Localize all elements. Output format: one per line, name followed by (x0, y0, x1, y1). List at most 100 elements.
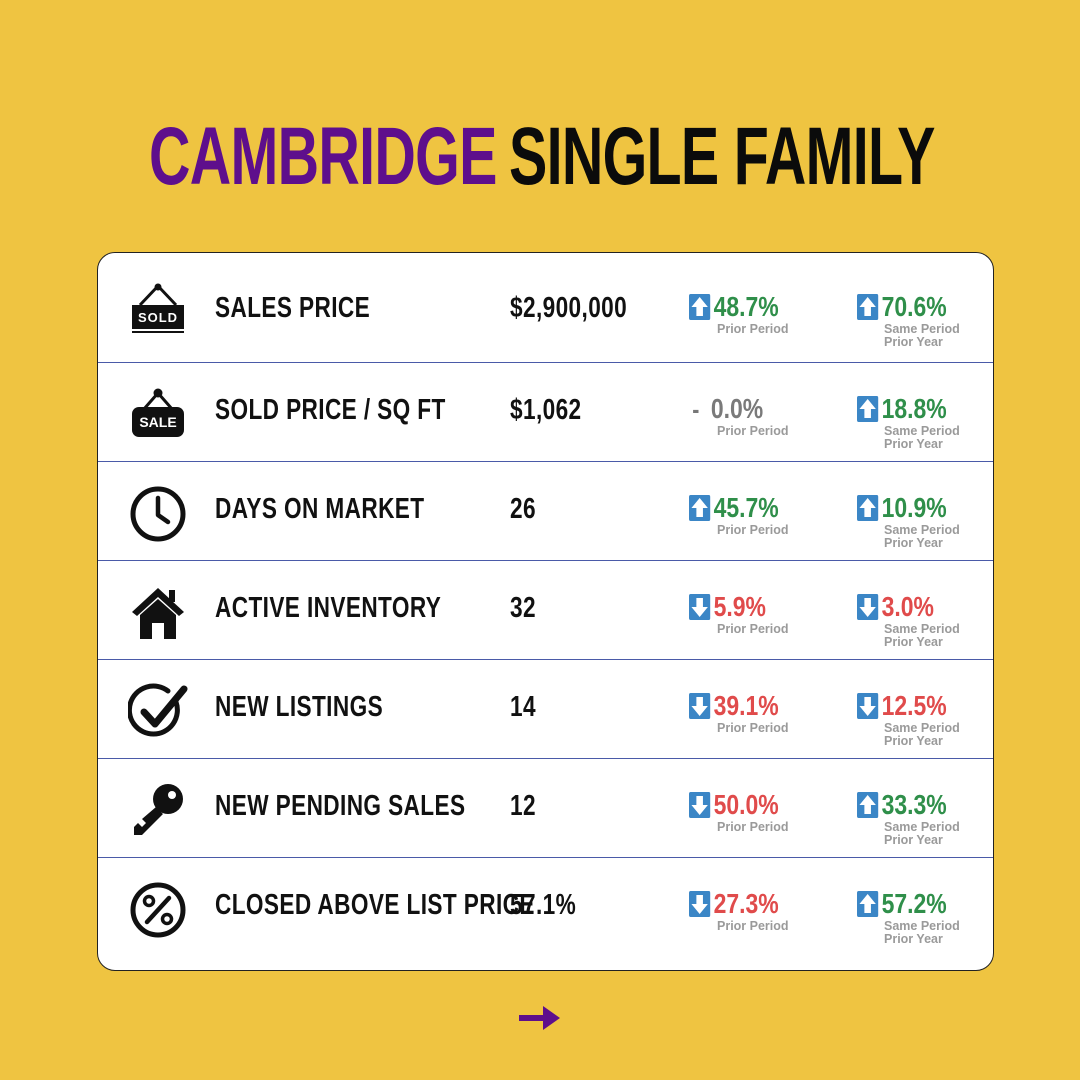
comparison-caption: Prior Period (717, 424, 789, 438)
percent-value: 5.9% (713, 591, 766, 622)
percent-change: 39.1% (689, 690, 779, 722)
arrow-up-icon (857, 891, 879, 917)
svg-text:SALE: SALE (139, 414, 176, 430)
prior-period-change: -0.0% Prior Period (689, 393, 789, 438)
prior-year-change: 10.9% Same Period Prior Year (857, 492, 966, 550)
arrow-up-icon (857, 294, 879, 320)
prior-period-change: 5.9% Prior Period (689, 591, 789, 636)
no-change-dash: - (692, 393, 700, 424)
title-city: CAMBRIDGE (148, 111, 497, 202)
prior-year-change: 12.5% Same Period Prior Year (857, 690, 966, 748)
metric-value: 12 (510, 790, 536, 822)
percent-circle-icon (128, 880, 188, 940)
percent-change: -0.0% (689, 393, 771, 425)
comparison-caption: Prior Period (717, 622, 789, 636)
prior-year-change: 57.2% Same Period Prior Year (857, 888, 966, 946)
page-title: CAMBRIDGE SINGLE FAMILY (0, 112, 1080, 202)
comparison-caption: Same Period (884, 322, 960, 336)
arrow-down-icon (689, 891, 711, 917)
percent-value: 39.1% (713, 690, 779, 721)
key-icon (128, 781, 188, 841)
percent-value: 3.0% (881, 591, 934, 622)
percent-change: 45.7% (689, 492, 779, 524)
metric-label: NEW PENDING SALES (215, 790, 466, 822)
arrow-down-icon (857, 594, 879, 620)
metric-value: $2,900,000 (510, 292, 628, 324)
percent-value: 12.5% (881, 690, 947, 721)
prior-year-change: 33.3% Same Period Prior Year (857, 789, 966, 847)
arrow-up-icon (857, 792, 879, 818)
metric-label: SALES PRICE (215, 292, 371, 324)
prior-year-change: 18.8% Same Period Prior Year (857, 393, 966, 451)
prior-period-change: 45.7% Prior Period (689, 492, 798, 537)
comparison-caption: Same Period (884, 523, 960, 537)
percent-value: 57.2% (881, 888, 947, 919)
stat-row: NEW PENDING SALES 12 50.0% Prior Period 33.3… (98, 759, 993, 858)
percent-change: 33.3% (857, 789, 947, 821)
checkmark-circle-icon (128, 682, 188, 742)
metric-value: 57.1% (510, 889, 577, 921)
prior-period-change: 48.7% Prior Period (689, 291, 798, 336)
prior-year-change: 3.0% Same Period Prior Year (857, 591, 960, 649)
comparison-caption: Same Period (884, 424, 960, 438)
stat-row: ACTIVE INVENTORY 32 5.9% Prior Period 3.0% Sa… (98, 561, 993, 660)
percent-change: 57.2% (857, 888, 947, 920)
metric-label: ACTIVE INVENTORY (215, 592, 442, 624)
metric-label: CLOSED ABOVE LIST PRICE (215, 889, 535, 921)
arrow-up-icon (689, 495, 711, 521)
comparison-caption: Prior Period (717, 721, 789, 735)
arrow-up-icon (857, 495, 879, 521)
arrow-down-icon (689, 792, 711, 818)
next-arrow-icon[interactable] (519, 1004, 561, 1032)
clock-icon (128, 484, 188, 544)
arrow-down-icon (689, 594, 711, 620)
comparison-caption: Prior Period (717, 322, 789, 336)
stat-row: CLOSED ABOVE LIST PRICE 57.1% 27.3% Prior P… (98, 858, 993, 970)
comparison-caption: Prior Year (884, 833, 943, 847)
comparison-caption: Prior Year (884, 932, 943, 946)
stat-row: DAYS ON MARKET 26 45.7% Prior Period 10.9% Sa… (98, 462, 993, 561)
percent-change: 3.0% (857, 591, 941, 623)
arrow-down-icon (857, 693, 879, 719)
metric-value: 14 (510, 691, 536, 723)
prior-period-change: 50.0% Prior Period (689, 789, 798, 834)
percent-value: 18.8% (881, 393, 947, 424)
comparison-caption: Prior Period (717, 523, 789, 537)
arrow-up-icon (689, 294, 711, 320)
comparison-caption: Same Period (884, 919, 960, 933)
stat-row: SALE SOLD PRICE / SQ FT $1,062 -0.0% Prior P… (98, 363, 993, 462)
percent-change: 18.8% (857, 393, 947, 425)
arrow-down-icon (689, 693, 711, 719)
comparison-caption: Prior Period (717, 919, 789, 933)
percent-change: 10.9% (857, 492, 947, 524)
comparison-caption: Prior Year (884, 635, 943, 649)
prior-period-change: 27.3% Prior Period (689, 888, 798, 933)
comparison-caption: Prior Year (884, 734, 943, 748)
arrow-up-icon (857, 396, 879, 422)
percent-value: 48.7% (713, 291, 779, 322)
comparison-caption: Prior Year (884, 437, 943, 451)
prior-year-change: 70.6% Same Period Prior Year (857, 291, 966, 349)
metric-value: $1,062 (510, 394, 582, 426)
stat-row: NEW LISTINGS 14 39.1% Prior Period 12.5% Same… (98, 660, 993, 759)
title-type: SINGLE FAMILY (508, 111, 935, 202)
percent-value: 10.9% (881, 492, 947, 523)
percent-change: 50.0% (689, 789, 779, 821)
percent-value: 33.3% (881, 789, 947, 820)
metric-label: NEW LISTINGS (215, 691, 384, 723)
percent-value: 27.3% (713, 888, 779, 919)
comparison-caption: Prior Year (884, 335, 943, 349)
comparison-caption: Same Period (884, 820, 960, 834)
metric-label: DAYS ON MARKET (215, 493, 425, 525)
percent-change: 70.6% (857, 291, 947, 323)
percent-value: 70.6% (881, 291, 947, 322)
metric-label: SOLD PRICE / SQ FT (215, 394, 446, 426)
percent-value: 45.7% (713, 492, 779, 523)
comparison-caption: Same Period (884, 622, 960, 636)
percent-change: 5.9% (689, 591, 771, 623)
sale-tag-icon: SALE (128, 385, 188, 445)
percent-change: 27.3% (689, 888, 779, 920)
comparison-caption: Prior Period (717, 820, 789, 834)
comparison-caption: Same Period (884, 721, 960, 735)
metric-value: 32 (510, 592, 536, 624)
